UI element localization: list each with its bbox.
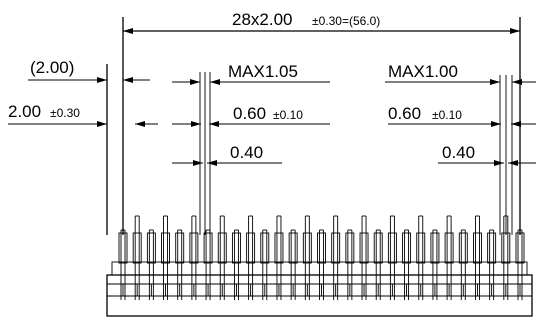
pin (444, 215, 454, 300)
pin (487, 229, 497, 300)
ref-pitch-text: (2.00) (30, 58, 74, 77)
pin (246, 215, 256, 300)
pin (132, 215, 142, 300)
pin (189, 215, 199, 300)
width-left-tol: ±0.10 (273, 108, 303, 122)
width-right-main: 0.60 (388, 104, 421, 123)
thk-left-text: 0.40 (230, 143, 263, 162)
max-left-text: MAX1.05 (228, 62, 298, 81)
pin (430, 229, 440, 300)
pin (387, 215, 397, 300)
pin (288, 229, 298, 300)
overall-dimension: 28x2.00 ±0.30=(56.0) (122, 10, 521, 235)
overall-main-text: 28x2.00 (232, 10, 293, 29)
pin (345, 229, 355, 300)
pins (118, 215, 525, 300)
width-right-tol: ±0.10 (432, 108, 462, 122)
pin-detail-right: MAX1.00 0.60 ±0.10 0.40 (385, 62, 536, 235)
pin (217, 215, 227, 300)
pin (260, 229, 270, 300)
pitch-tol-text: ±0.30 (50, 106, 80, 120)
pin (402, 229, 412, 300)
pitch-main-text: 2.00 (8, 102, 41, 121)
pin (274, 215, 284, 300)
pin (473, 215, 482, 300)
pin (175, 229, 185, 300)
pin (231, 229, 241, 300)
overall-tol-text: ±0.30=(56.0) (312, 14, 380, 28)
pin (331, 215, 341, 300)
pin (317, 229, 326, 300)
pin-detail-left: MAX1.05 0.60 ±0.10 0.40 (172, 62, 330, 235)
pin (118, 229, 128, 300)
pin (161, 215, 170, 300)
max-right-text: MAX1.00 (388, 62, 458, 81)
pin (146, 229, 156, 300)
pin (359, 215, 369, 300)
pitch-dimension-left: (2.00) 2.00 ±0.30 (8, 58, 158, 235)
thk-right-text: 0.40 (442, 143, 475, 162)
body-ticks (122, 284, 521, 296)
pin (203, 229, 213, 300)
pin (416, 215, 426, 300)
width-left-main: 0.60 (233, 104, 266, 123)
pin (302, 215, 312, 300)
pin (515, 229, 525, 300)
pin (458, 229, 468, 300)
pin (373, 229, 383, 300)
pin (501, 215, 511, 300)
